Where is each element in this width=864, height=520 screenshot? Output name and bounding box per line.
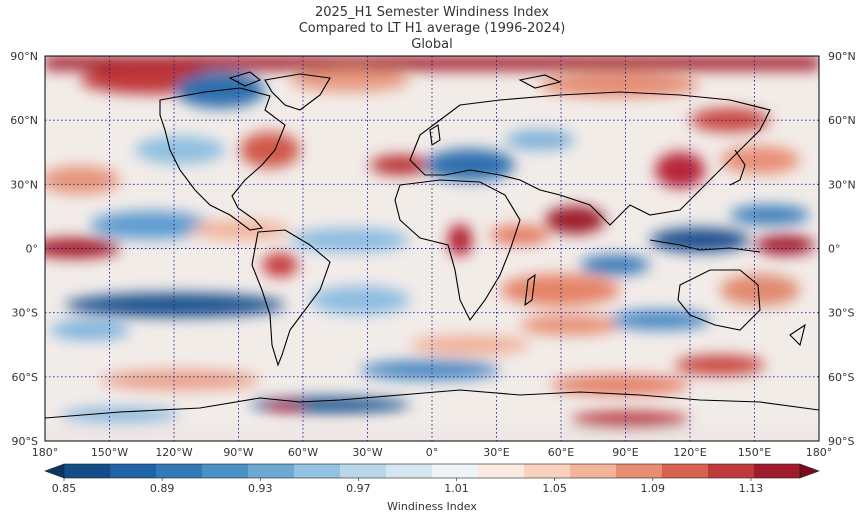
colorbar-over-arrow [799, 463, 820, 479]
arctic-anomaly [45, 56, 819, 70]
colorbar-tick-label: 1.13 [739, 482, 764, 495]
lat-label-left: 60°S [12, 371, 38, 384]
colorbar-segment [616, 464, 663, 478]
australia-outline [677, 269, 761, 331]
colorbar-segment [754, 464, 801, 478]
lat-label-left: 30°N [10, 178, 38, 191]
antarctica-outline [45, 389, 819, 419]
lat-label-left: 60°N [10, 114, 38, 127]
lon-label: 150°E [738, 446, 771, 459]
colorbar-segment [524, 464, 571, 478]
lat-label-right: 0° [828, 243, 841, 256]
colorbar-tick-label: 1.05 [542, 482, 567, 495]
lat-label-left: 0° [26, 243, 39, 256]
lat-label-right: 30°S [828, 307, 854, 320]
colorbar-under-arrow [44, 463, 65, 479]
lon-label: 180° [32, 446, 59, 459]
lat-label-right: 30°N [828, 178, 856, 191]
colorbar-tick-label: 0.89 [150, 482, 175, 495]
arabian-sea-red [545, 206, 605, 234]
lat-label-right: 90°S [828, 435, 854, 448]
colorbar-ticks: 0.85 0.89 0.93 0.97 1.01 1.05 1.09 1.13 [52, 478, 763, 495]
north-america-outline [159, 87, 286, 231]
chart-subtitle: Compared to LT H1 average (1996-2024) [298, 21, 566, 36]
lon-label: 90°W [223, 446, 253, 459]
coastlines [45, 71, 819, 419]
lat-label-left: 90°S [12, 435, 38, 448]
south-america-outline [251, 229, 331, 367]
colorbar-segment [662, 464, 709, 478]
colorbar-segment [432, 464, 479, 478]
windiness-field [45, 56, 819, 441]
colorbar-segment [570, 464, 617, 478]
lon-label: 180° [806, 446, 833, 459]
colorbar-segment [156, 464, 203, 478]
colorbar-segment [340, 464, 387, 478]
chart-title: 2025_H1 Semester Windiness Index [314, 5, 549, 20]
colorbar-tick-label: 0.97 [346, 482, 371, 495]
latitude-labels: 90°N 90°N 60°N 60°N 30°N 30°N 0° 0° 30°S 30°S 60°S… [10, 50, 855, 448]
lon-label: 60°E [548, 446, 574, 459]
graticule [45, 56, 819, 441]
colorbar-segment [294, 464, 341, 478]
lon-label: 30°W [352, 446, 382, 459]
colorbar-segment [708, 464, 755, 478]
colorbar-tick-label: 1.09 [641, 482, 666, 495]
lon-label: 120°W [155, 446, 192, 459]
greenland-outline [264, 73, 331, 111]
colorbar-segment [202, 464, 249, 478]
lon-label: 30°E [483, 446, 509, 459]
colorbar-tick-label: 0.93 [248, 482, 273, 495]
lat-label-left: 30°S [12, 307, 38, 320]
lon-label: 120°E [673, 446, 706, 459]
lon-label: 150°W [91, 446, 128, 459]
central-pacific-red [45, 238, 120, 258]
south-pacific-blue [65, 293, 285, 317]
colorbar [44, 463, 820, 479]
colorbar-frame [63, 463, 801, 479]
colorbar-segment [110, 464, 157, 478]
colorbar-tick-label: 1.01 [444, 482, 469, 495]
lon-label: 60°W [288, 446, 318, 459]
lat-label-right: 90°N [828, 50, 856, 63]
chart-region: Global [411, 37, 453, 52]
congo-red [448, 224, 472, 256]
lat-label-right: 60°S [828, 371, 854, 384]
lon-label: 0° [426, 446, 439, 459]
colorbar-segment [64, 464, 111, 478]
longitude-labels: 180° 150°W 120°W 90°W 60°W 30°W 0° 30°E 60°E 90°E… [32, 446, 833, 459]
lon-label: 90°E [612, 446, 638, 459]
colorbar-label: Windiness Index [387, 500, 477, 513]
colorbar-segment [478, 464, 525, 478]
lat-label-left: 90°N [10, 50, 38, 63]
indonesia-blue [650, 228, 750, 252]
colorbar-segment [248, 464, 295, 478]
eurasia-outline [409, 91, 771, 226]
colorbar-tick-label: 0.85 [52, 482, 77, 495]
colorbar-segment [386, 464, 433, 478]
africa-outline [394, 179, 521, 322]
lat-label-right: 60°N [828, 114, 856, 127]
